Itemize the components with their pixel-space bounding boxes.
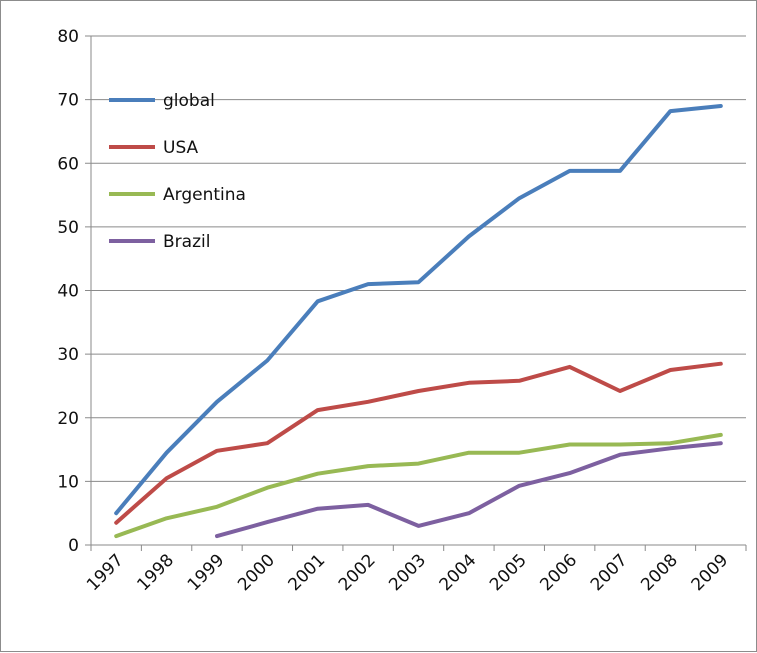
y-axis-ticks: 0 10 20 30 40 50 60 70 80: [57, 27, 79, 556]
x-tick-label: 2001: [285, 550, 330, 595]
x-axis-ticks: 1997 1998 1999 2000 2001 2002 2003 2004 2005 2006…: [83, 550, 732, 595]
y-tick-label: 10: [57, 472, 79, 492]
legend-label: Brazil: [163, 232, 210, 252]
x-tick-label: 2003: [385, 550, 430, 595]
series-line-brazil: [215, 441, 723, 539]
x-tick-label: 2008: [637, 550, 682, 595]
legend-label: Argentina: [163, 185, 246, 205]
legend: global USA Argentina Brazil: [109, 91, 246, 252]
x-tick-label: 2007: [587, 550, 632, 595]
y-tick-label: 80: [57, 27, 79, 47]
x-tick-label: 2006: [536, 550, 581, 595]
legend-label: USA: [163, 138, 199, 158]
y-tick-label: 40: [57, 282, 79, 302]
x-tick-label: 2009: [688, 550, 733, 595]
legend-label: global: [163, 91, 215, 111]
x-tick-label: 1997: [83, 550, 128, 595]
y-tick-label: 0: [68, 536, 79, 556]
x-tick-label: 2002: [335, 550, 380, 595]
y-tick-label: 70: [57, 91, 79, 111]
y-tick-label: 20: [57, 409, 79, 429]
y-tick-label: 30: [57, 345, 79, 365]
y-tick-label: 60: [57, 154, 79, 174]
y-tick-label: 50: [57, 218, 79, 238]
series-line-argentina: [114, 432, 723, 539]
x-tick-label: 2000: [234, 550, 279, 595]
x-tick-label: 1998: [133, 550, 178, 595]
x-tick-label: 2005: [486, 550, 531, 595]
x-tick-label: 1999: [184, 550, 229, 595]
series-line-global: [114, 104, 723, 516]
series-lines: [114, 104, 723, 539]
axes: [85, 35, 747, 551]
series-line-usa: [114, 361, 723, 525]
x-tick-label: 2004: [436, 550, 481, 595]
